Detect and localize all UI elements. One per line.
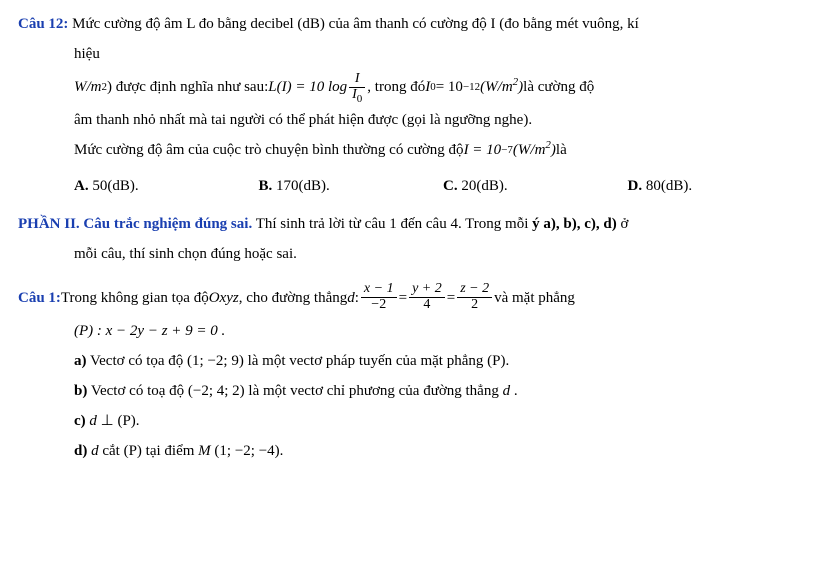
q12-line4b: là	[556, 138, 567, 162]
q1-opt-c: c) d ⊥ (P).	[74, 409, 812, 433]
q12-eq-L: L(I) = 10 log	[268, 75, 347, 99]
q12-frac: I I0	[349, 72, 365, 102]
q12-line1: Câu 12: Mức cường độ âm L đo bằng decibe…	[18, 12, 812, 36]
q12-line2c: là cường độ	[523, 75, 594, 99]
q12-optA: A. 50(dB).	[74, 174, 259, 198]
q12-line2b: , trong đó	[367, 75, 425, 99]
q12-optB: B. 170(dB).	[259, 174, 444, 198]
q12-line2a: ) được định nghĩa như sau:	[107, 75, 268, 99]
q12-line4: Mức cường độ âm của cuộc trò chuyện bình…	[74, 138, 567, 162]
section2-line2: mỗi câu, thí sinh chọn đúng hoặc sai.	[74, 242, 812, 266]
q12-line2: W/m2 ) được định nghĩa như sau: L(I) = 1…	[74, 72, 594, 102]
q1-opt-a: a) Vectơ có tọa độ (1; −2; 9) là một vec…	[74, 349, 812, 373]
section2-head: PHẦN II. Câu trắc nghiệm đúng sai.	[18, 216, 252, 232]
q1-frac2: y + 2 4	[409, 282, 445, 312]
q1-line1: Câu 1: Trong không gian tọa độ Oxyz , ch…	[18, 282, 575, 312]
q1-label: Câu 1:	[18, 286, 61, 310]
q12-optC: C. 20(dB).	[443, 174, 628, 198]
q12-line1b: hiệu	[74, 42, 812, 66]
q12-line3: âm thanh nhỏ nhất mà tai người có thể ph…	[74, 108, 812, 132]
q12-unit-pre: W/m	[74, 75, 102, 99]
q1-frac3: z − 2 2	[457, 282, 492, 312]
q12-line4a: Mức cường độ âm của cuộc trò chuyện bình…	[74, 138, 464, 162]
q12-label: Câu 12:	[18, 16, 68, 32]
q1-plane: (P) : x − 2y − z + 9 = 0 .	[74, 319, 812, 343]
q1-opt-d: d) d cắt (P) tại điểm M (1; −2; −4).	[74, 439, 812, 463]
q1-opt-b: b) Vectơ có toạ độ (−2; 4; 2) là một vec…	[74, 379, 812, 403]
section2-line1: PHẦN II. Câu trắc nghiệm đúng sai. Thí s…	[18, 212, 812, 236]
q12-options: A. 50(dB). B. 170(dB). C. 20(dB). D. 80(…	[74, 174, 812, 198]
q12-Ieq: I = 10	[464, 138, 502, 162]
q12-optD: D. 80(dB).	[628, 174, 813, 198]
q1-frac1: x − 1 −2	[361, 282, 397, 312]
q12-line1a: Mức cường độ âm L đo bằng decibel (dB) c…	[72, 16, 639, 32]
